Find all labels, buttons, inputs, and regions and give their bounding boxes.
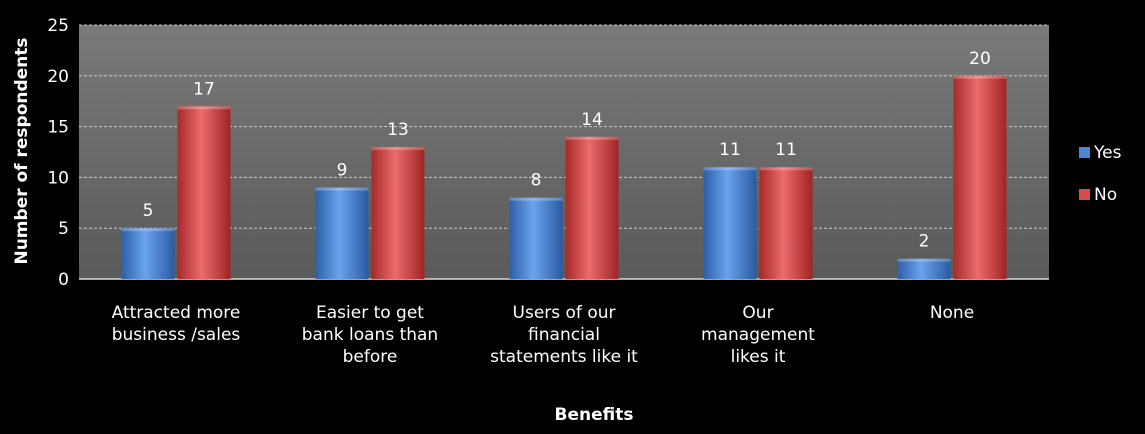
bars bbox=[121, 75, 1007, 279]
bar-cap bbox=[565, 136, 619, 140]
legend-swatch-yes bbox=[1079, 147, 1090, 158]
bar-yes-3 bbox=[703, 167, 757, 279]
bar-cap bbox=[703, 167, 757, 171]
gridlines bbox=[79, 24, 1049, 280]
legend-label-yes: Yes bbox=[1093, 143, 1122, 163]
bar-yes-0 bbox=[121, 228, 175, 279]
bar-cap bbox=[121, 228, 175, 232]
data-label: 2 bbox=[919, 232, 930, 252]
plot-background bbox=[79, 25, 1049, 279]
plot-area bbox=[79, 25, 1049, 279]
data-label: 8 bbox=[531, 171, 542, 191]
x-axis-title: Benefits bbox=[555, 405, 634, 425]
legend-swatch-no bbox=[1079, 189, 1090, 200]
bar-yes-1 bbox=[315, 187, 369, 279]
bar-cap bbox=[509, 197, 563, 201]
data-label: 13 bbox=[387, 120, 409, 140]
y-tick-label: 5 bbox=[58, 219, 69, 239]
x-tick-label: Attracted more business /sales bbox=[112, 303, 241, 345]
y-tick-label: 15 bbox=[47, 118, 69, 138]
y-axis-ticks: 0 5 10 15 20 25 bbox=[47, 16, 69, 290]
bar-cap bbox=[953, 75, 1007, 79]
bar-no-2 bbox=[565, 136, 619, 279]
x-tick-label: None bbox=[930, 303, 974, 323]
y-tick-label: 25 bbox=[47, 16, 69, 36]
data-labels: 5 17 9 13 8 14 11 11 2 20 bbox=[143, 49, 991, 252]
bar-cap bbox=[371, 146, 425, 150]
bar-yes-4 bbox=[897, 258, 951, 279]
bar-yes-2 bbox=[509, 197, 563, 279]
bar-no-4 bbox=[953, 75, 1007, 279]
x-axis-ticks: Attracted more business /sales Easier to g… bbox=[112, 303, 975, 367]
data-label: 11 bbox=[719, 140, 741, 160]
bar-cap bbox=[315, 187, 369, 191]
legend: Yes No bbox=[1079, 143, 1122, 205]
bar-no-3 bbox=[759, 167, 813, 279]
bar-no-1 bbox=[371, 146, 425, 279]
data-label: 14 bbox=[581, 110, 603, 130]
data-label: 20 bbox=[969, 49, 991, 69]
bar-cap bbox=[177, 106, 231, 110]
data-label: 17 bbox=[193, 79, 215, 99]
data-label: 11 bbox=[775, 140, 797, 160]
x-tick-label: Our management likes it bbox=[701, 303, 815, 367]
data-label: 5 bbox=[143, 201, 154, 221]
bar-cap bbox=[759, 167, 813, 171]
bar-no-0 bbox=[177, 106, 231, 279]
x-tick-label: Users of our financial statements like it bbox=[490, 303, 638, 367]
data-label: 9 bbox=[337, 161, 348, 181]
y-tick-label: 20 bbox=[47, 67, 69, 87]
y-tick-label: 10 bbox=[47, 168, 69, 188]
legend-label-no: No bbox=[1094, 185, 1117, 205]
y-tick-label: 0 bbox=[58, 270, 69, 290]
bar-cap bbox=[897, 258, 951, 262]
y-axis-title: Number of respondents bbox=[12, 37, 32, 264]
x-tick-label: Easier to get bank loans than before bbox=[302, 303, 438, 367]
